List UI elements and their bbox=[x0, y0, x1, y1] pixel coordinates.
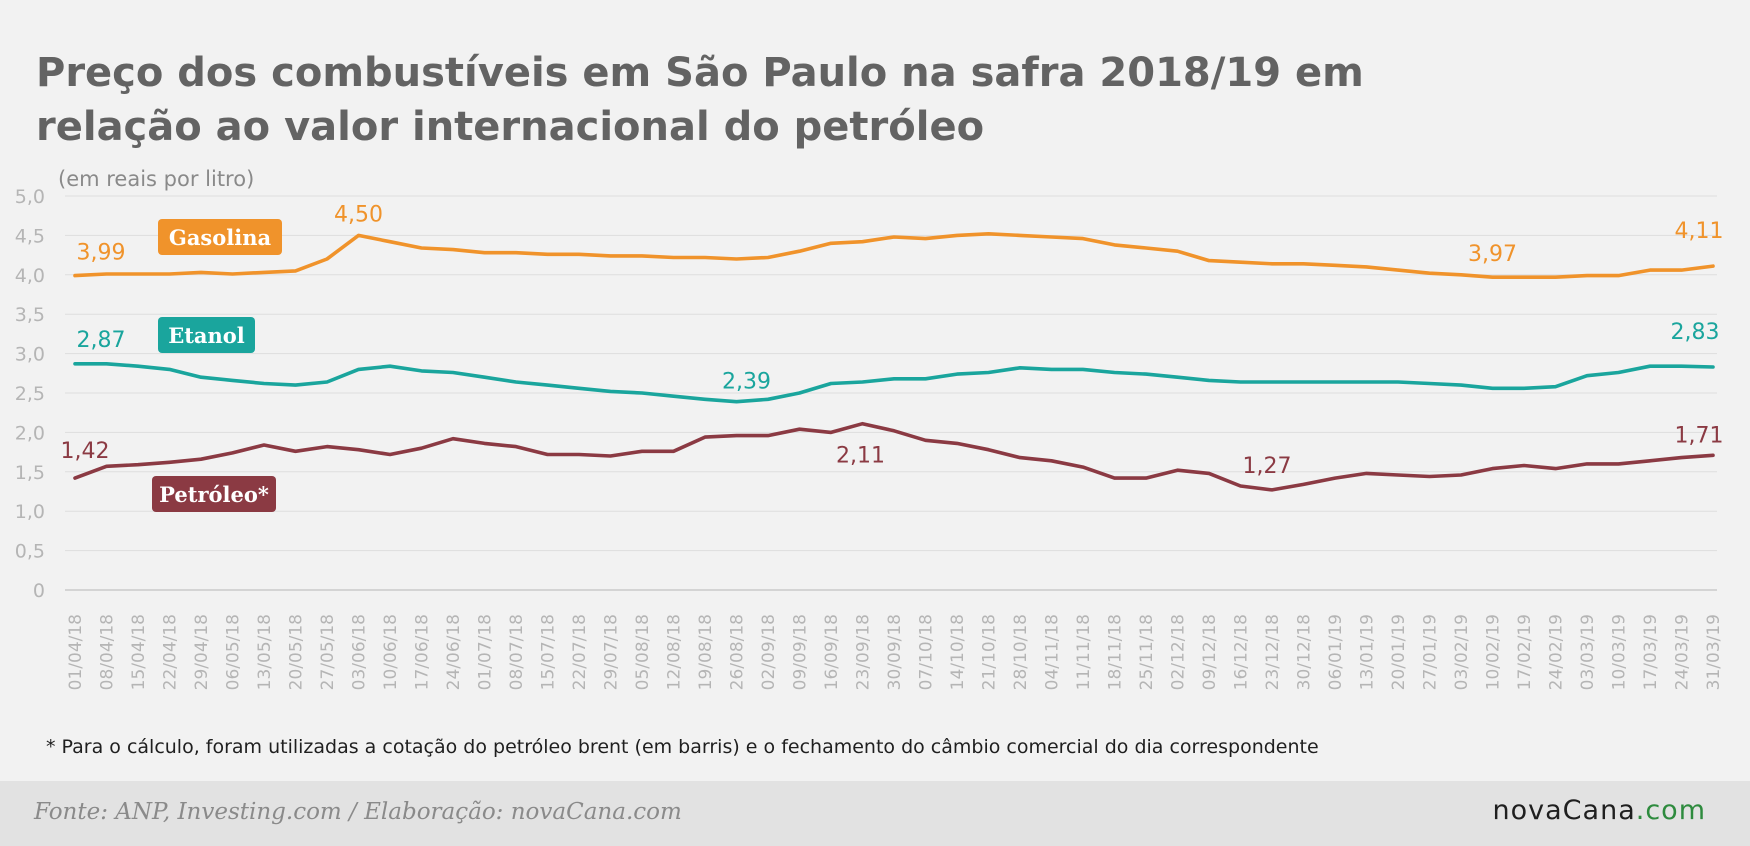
y-tick-label: 2,0 bbox=[15, 422, 45, 444]
x-tick-label: 11/11/18 bbox=[1074, 614, 1094, 690]
footer-bar: Fonte: ANP, Investing.com / Elaboração: … bbox=[0, 781, 1750, 846]
y-tick-label: 2,5 bbox=[15, 383, 45, 405]
x-tick-label: 29/04/18 bbox=[192, 614, 212, 690]
x-tick-label: 10/02/19 bbox=[1484, 614, 1504, 690]
y-tick-label: 3,0 bbox=[15, 344, 45, 366]
x-tick-label: 09/12/18 bbox=[1200, 614, 1220, 690]
unit-note: (em reais por litro) bbox=[58, 167, 254, 191]
legend-badge-petroleo bbox=[152, 476, 276, 512]
x-axis: 01/04/18 08/04/18 15/04/18 22/04/18 29/04/18… bbox=[66, 614, 1724, 690]
data-label-etanol: 2,87 bbox=[77, 328, 126, 353]
x-tick-label: 16/12/18 bbox=[1232, 614, 1252, 690]
novacana-logo: novaCana.com bbox=[1493, 795, 1706, 826]
data-label-petroleo: 2,11 bbox=[836, 444, 885, 469]
x-tick-label: 10/03/19 bbox=[1610, 614, 1630, 690]
data-label-petroleo: 1,71 bbox=[1675, 423, 1724, 448]
line-chart: (em reais por litro) 0 0,5 1,0 1,5 2,0 2,5 3,0… bbox=[15, 167, 1724, 758]
x-tick-label: 21/10/18 bbox=[980, 614, 1000, 690]
x-tick-label: 20/05/18 bbox=[287, 614, 307, 690]
legend-label-petroleo: Petróleo* bbox=[159, 482, 269, 507]
x-tick-label: 30/12/18 bbox=[1295, 614, 1315, 690]
series-line-petroleo bbox=[73, 421, 1715, 492]
legend-badge-etanol bbox=[158, 317, 255, 353]
logo-part-2: .com bbox=[1635, 795, 1706, 826]
x-tick-label: 03/02/19 bbox=[1452, 614, 1472, 690]
x-tick-label: 10/06/18 bbox=[381, 614, 401, 690]
x-tick-label: 03/03/19 bbox=[1578, 614, 1598, 690]
x-tick-label: 31/03/19 bbox=[1704, 614, 1724, 690]
x-tick-label: 25/11/18 bbox=[1137, 614, 1157, 690]
x-tick-label: 02/12/18 bbox=[1169, 614, 1189, 690]
data-label-etanol: 2,39 bbox=[722, 370, 771, 395]
source-text: Fonte: ANP, Investing.com / Elaboração: … bbox=[34, 799, 682, 825]
x-tick-label: 13/01/19 bbox=[1358, 614, 1378, 690]
x-tick-label: 27/01/19 bbox=[1421, 614, 1441, 690]
x-tick-label: 01/07/18 bbox=[476, 614, 496, 690]
y-axis: 0 0,5 1,0 1,5 2,0 2,5 3,0 3,5 4,0 4,5 5,0 bbox=[15, 186, 45, 602]
x-tick-label: 05/08/18 bbox=[633, 614, 653, 690]
x-tick-label: 17/06/18 bbox=[413, 614, 433, 690]
x-tick-label: 19/08/18 bbox=[696, 614, 716, 690]
legend-label-gasolina: Gasolina bbox=[169, 225, 272, 250]
y-tick-label: 4,0 bbox=[15, 265, 45, 287]
x-tick-label: 24/03/19 bbox=[1673, 614, 1693, 690]
x-tick-label: 06/05/18 bbox=[224, 614, 244, 690]
y-tick-label: 0,5 bbox=[15, 541, 45, 563]
x-tick-label: 15/04/18 bbox=[129, 614, 149, 690]
x-tick-label: 23/09/18 bbox=[854, 614, 874, 690]
x-tick-label: 13/05/18 bbox=[255, 614, 275, 690]
x-tick-label: 24/02/19 bbox=[1547, 614, 1567, 690]
legend-label-etanol: Etanol bbox=[168, 323, 245, 348]
x-tick-label: 07/10/18 bbox=[917, 614, 937, 690]
x-tick-label: 29/07/18 bbox=[602, 614, 622, 690]
data-label-gasolina: 3,99 bbox=[77, 241, 126, 266]
y-tick-label: 0 bbox=[33, 580, 45, 602]
data-label-etanol: 2,83 bbox=[1671, 320, 1720, 345]
x-tick-label: 17/03/19 bbox=[1641, 614, 1661, 690]
x-tick-label: 22/07/18 bbox=[570, 614, 590, 690]
x-tick-label: 14/10/18 bbox=[948, 614, 968, 690]
data-labels: 3,99 4,50 3,97 4,11 2,87 2,39 2,83 1,42 2,11 1,27… bbox=[61, 202, 1724, 479]
x-tick-label: 03/06/18 bbox=[350, 614, 370, 690]
footnote: * Para o cálculo, foram utilizadas a cot… bbox=[46, 736, 1319, 758]
y-tick-label: 1,5 bbox=[15, 462, 45, 484]
x-tick-label: 08/04/18 bbox=[98, 614, 118, 690]
legend-badge-gasolina bbox=[158, 219, 282, 255]
data-label-gasolina: 3,97 bbox=[1468, 242, 1517, 267]
data-label-petroleo: 1,42 bbox=[61, 439, 110, 464]
x-tick-label: 06/01/19 bbox=[1326, 614, 1346, 690]
x-tick-label: 04/11/18 bbox=[1043, 614, 1063, 690]
data-label-gasolina: 4,11 bbox=[1675, 219, 1724, 244]
x-tick-label: 17/02/19 bbox=[1515, 614, 1535, 690]
series-line-gasolina bbox=[73, 232, 1715, 280]
series-line-etanol bbox=[73, 361, 1715, 404]
legend-badges: Gasolina Etanol Petróleo* bbox=[152, 219, 282, 512]
x-tick-label: 27/05/18 bbox=[318, 614, 338, 690]
x-tick-label: 15/07/18 bbox=[539, 614, 559, 690]
data-label-gasolina: 4,50 bbox=[334, 202, 383, 227]
x-tick-label: 24/06/18 bbox=[444, 614, 464, 690]
x-tick-label: 22/04/18 bbox=[161, 614, 181, 690]
y-tick-label: 4,5 bbox=[15, 225, 45, 247]
x-tick-label: 23/12/18 bbox=[1263, 614, 1283, 690]
chart-title: Preço dos combustíveis em São Paulo na s… bbox=[36, 50, 1364, 150]
x-tick-label: 28/10/18 bbox=[1011, 614, 1031, 690]
x-tick-label: 12/08/18 bbox=[665, 614, 685, 690]
y-tick-label: 5,0 bbox=[15, 186, 45, 208]
y-tick-label: 1,0 bbox=[15, 501, 45, 523]
series-lines bbox=[73, 232, 1715, 492]
logo-part-1: novaCana bbox=[1492, 795, 1636, 826]
x-tick-label: 02/09/18 bbox=[759, 614, 779, 690]
x-tick-label: 20/01/19 bbox=[1389, 614, 1409, 690]
data-label-petroleo: 1,27 bbox=[1243, 454, 1292, 479]
x-tick-label: 30/09/18 bbox=[885, 614, 905, 690]
x-tick-label: 18/11/18 bbox=[1106, 614, 1126, 690]
x-tick-label: 26/08/18 bbox=[728, 614, 748, 690]
x-tick-label: 01/04/18 bbox=[66, 614, 86, 690]
y-tick-label: 3,5 bbox=[15, 304, 45, 326]
x-tick-label: 16/09/18 bbox=[822, 614, 842, 690]
x-tick-label: 08/07/18 bbox=[507, 614, 527, 690]
gridlines bbox=[65, 195, 1717, 591]
x-tick-label: 09/09/18 bbox=[791, 614, 811, 690]
